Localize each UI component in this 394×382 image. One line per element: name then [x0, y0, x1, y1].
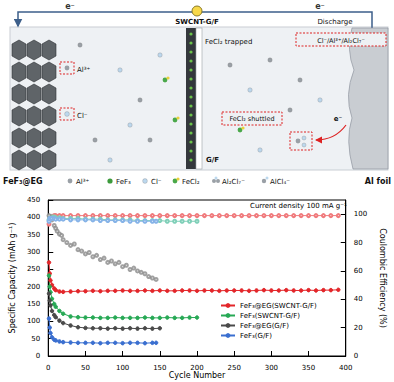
svg-text:Current density 100 mA g⁻¹: Current density 100 mA g⁻¹	[250, 202, 347, 210]
svg-text:G/F: G/F	[206, 156, 219, 164]
svg-text:40: 40	[354, 295, 363, 303]
svg-text:250: 250	[27, 265, 40, 273]
svg-text:100: 100	[27, 317, 40, 325]
svg-text:Specific Capacity (mAh g⁻¹): Specific Capacity (mAh g⁻¹)	[8, 223, 17, 334]
svg-text:Al₂Cl₇⁻: Al₂Cl₇⁻	[222, 178, 245, 186]
svg-text:250: 250	[227, 364, 240, 372]
svg-text:100: 100	[354, 210, 367, 218]
svg-text:50: 50	[81, 364, 90, 372]
svg-text:60: 60	[354, 267, 363, 275]
svg-text:Discharge: Discharge	[317, 18, 352, 26]
svg-text:FeCl₂ trapped: FeCl₂ trapped	[205, 38, 252, 46]
svg-text:FeF₃@EG(G/F): FeF₃@EG(G/F)	[240, 322, 289, 330]
svg-text:0: 0	[46, 364, 50, 372]
svg-text:350: 350	[302, 364, 315, 372]
svg-text:350: 350	[27, 231, 40, 239]
svg-text:450: 450	[27, 196, 40, 204]
svg-text:FeF₃@EG(SWCNT-G/F): FeF₃@EG(SWCNT-G/F)	[240, 302, 317, 310]
svg-text:100: 100	[116, 364, 129, 372]
svg-text:150: 150	[153, 364, 166, 372]
svg-text:e⁻: e⁻	[65, 2, 75, 11]
svg-text:FeF₃(SWCNT-G/F): FeF₃(SWCNT-G/F)	[240, 312, 300, 320]
svg-text:e⁻: e⁻	[315, 2, 325, 11]
svg-text:400: 400	[27, 213, 40, 221]
svg-text:150: 150	[27, 300, 40, 308]
svg-text:FeF₃(G/F): FeF₃(G/F)	[240, 332, 272, 340]
svg-text:Cl⁻/Al³⁺/Al₂Cl₇⁻: Cl⁻/Al³⁺/Al₂Cl₇⁻	[317, 37, 365, 45]
svg-text:0: 0	[36, 352, 40, 360]
svg-text:Al foil: Al foil	[365, 177, 391, 186]
svg-text:80: 80	[354, 239, 363, 247]
svg-text:SWCNT-G/F: SWCNT-G/F	[175, 18, 219, 26]
svg-text:200: 200	[27, 283, 40, 291]
svg-text:300: 300	[265, 364, 278, 372]
svg-text:400: 400	[339, 364, 352, 372]
svg-text:Cl⁻: Cl⁻	[151, 178, 162, 186]
svg-text:Al³⁺: Al³⁺	[77, 66, 91, 74]
svg-text:e⁻: e⁻	[334, 115, 343, 123]
svg-text:Coulombic Efficiency (%): Coulombic Efficiency (%)	[378, 228, 387, 328]
svg-text:300: 300	[27, 248, 40, 256]
svg-text:Al³⁺: Al³⁺	[76, 178, 90, 186]
svg-text:20: 20	[354, 324, 363, 332]
svg-text:200: 200	[190, 364, 203, 372]
svg-text:FeF₃: FeF₃	[116, 178, 131, 186]
svg-text:FeCl₂: FeCl₂	[182, 178, 200, 186]
svg-text:Cycle Number: Cycle Number	[169, 371, 226, 380]
svg-text:50: 50	[31, 335, 40, 343]
svg-text:FeCl₂ shuttled: FeCl₂ shuttled	[229, 115, 274, 123]
svg-text:Cl⁻: Cl⁻	[77, 112, 88, 120]
svg-text:0: 0	[354, 352, 358, 360]
svg-text:FeF₃@EG: FeF₃@EG	[3, 177, 43, 186]
svg-text:AlCl₄⁻: AlCl₄⁻	[270, 178, 290, 186]
